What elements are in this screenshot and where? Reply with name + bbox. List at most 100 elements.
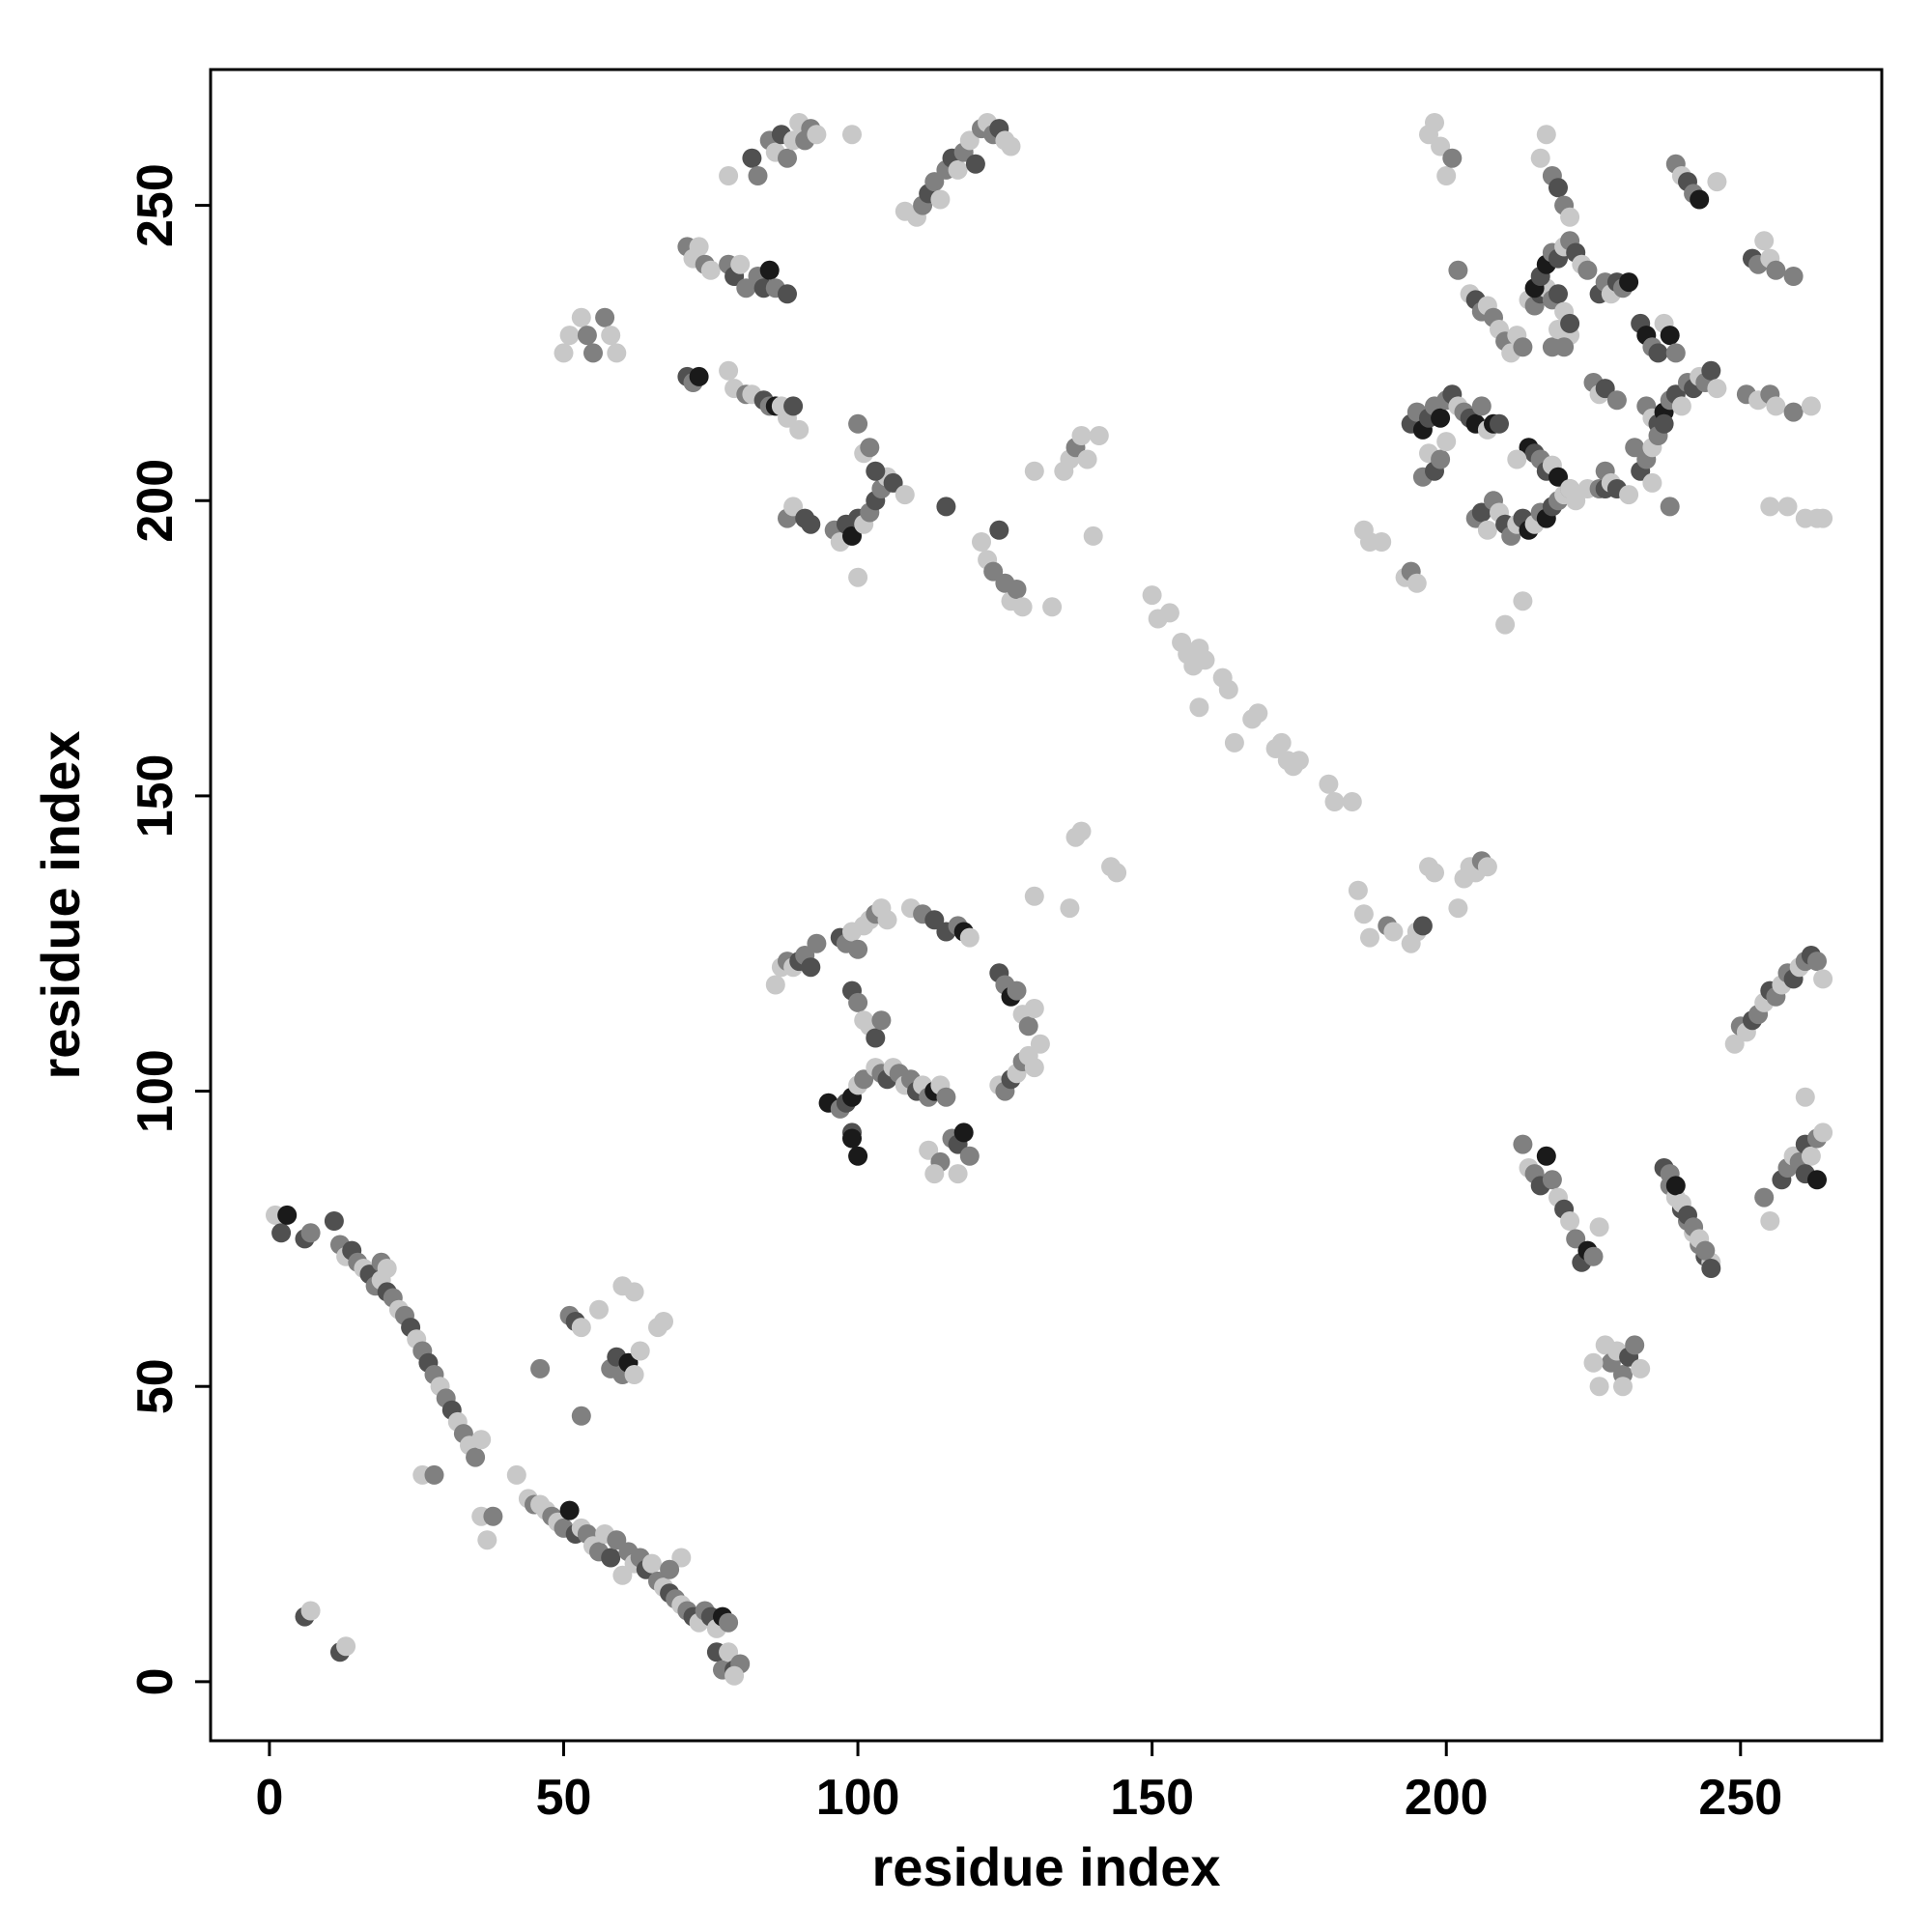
scatter-point (1536, 125, 1556, 145)
scatter-point (1071, 426, 1092, 445)
scatter-point (778, 148, 797, 168)
y-tick-label: 50 (128, 1358, 184, 1414)
scatter-point (842, 526, 862, 546)
y-tick-label: 150 (128, 754, 184, 838)
scatter-point (1001, 136, 1021, 156)
scatter-point (601, 326, 621, 346)
scatter-point (1690, 189, 1710, 210)
scatter-point (1448, 898, 1468, 919)
scatter-point (1766, 260, 1786, 280)
scatter-point (730, 254, 751, 274)
scatter-point (1024, 1058, 1044, 1078)
scatter-point (919, 1140, 939, 1160)
scatter-point (1560, 313, 1580, 333)
scatter-point (1777, 497, 1798, 517)
scatter-point (1490, 413, 1509, 434)
scatter-point (589, 1299, 609, 1320)
scatter-point (1431, 408, 1451, 428)
scatter-point (877, 910, 897, 930)
scatter-point (300, 1601, 321, 1621)
scatter-point (1724, 1034, 1745, 1054)
scatter-point (530, 1358, 551, 1378)
scatter-point (1566, 1229, 1586, 1249)
scatter-point (724, 1665, 745, 1686)
scatter-point (1654, 413, 1674, 434)
scatter-point (778, 284, 797, 304)
scatter-point (1425, 113, 1444, 132)
scatter-point (883, 472, 903, 493)
scatter-point (801, 514, 821, 534)
scatter-point (1342, 792, 1362, 811)
scatter-point (1589, 1377, 1609, 1397)
scatter-point (506, 1464, 526, 1485)
scatter-point (271, 1223, 292, 1243)
scatter-point (1442, 148, 1463, 168)
scatter-point (483, 1506, 503, 1526)
scatter-point (1701, 1259, 1721, 1278)
scatter-point (1513, 1134, 1533, 1154)
scatter-point (936, 497, 956, 517)
scatter-point (1083, 526, 1103, 546)
scatter-point (1813, 1122, 1833, 1143)
scatter-point (1513, 337, 1533, 357)
y-axis-title: residue index (30, 730, 91, 1079)
scatter-point (871, 1010, 892, 1031)
scatter-point (1495, 614, 1516, 635)
scatter-point (300, 1223, 321, 1243)
scatter-point (1595, 379, 1615, 399)
scatter-point (1619, 485, 1639, 505)
plot-frame (209, 68, 1884, 1743)
scatter-point (972, 532, 991, 552)
scatter-point (989, 520, 1009, 540)
scatter-point (689, 237, 709, 257)
scatter-point (807, 933, 827, 953)
scatter-point (1289, 751, 1309, 771)
scatter-point (1560, 1211, 1580, 1231)
scatter-point (1589, 1217, 1609, 1237)
scatter-point (1660, 497, 1680, 517)
x-tick-label: 0 (255, 1770, 283, 1826)
scatter-point (1606, 390, 1627, 411)
scatter-point (848, 567, 868, 587)
scatter-point (1218, 679, 1238, 699)
scatter-point (424, 1464, 444, 1485)
data-points (266, 113, 1833, 1686)
scatter-point (965, 154, 985, 174)
scatter-point (1560, 207, 1580, 227)
scatter-point (801, 957, 821, 978)
scatter-point (554, 343, 574, 363)
x-tick-label: 150 (1110, 1770, 1194, 1826)
scatter-point (277, 1205, 298, 1225)
scatter-point (1431, 449, 1451, 469)
x-tick-label: 250 (1698, 1770, 1782, 1826)
scatter-point (866, 1028, 886, 1048)
scatter-point (1436, 166, 1457, 185)
scatter-point (959, 927, 980, 948)
scatter-point (742, 148, 762, 168)
scatter-point (1783, 267, 1804, 286)
scatter-point (624, 1282, 644, 1302)
scatter-point (959, 130, 980, 151)
scatter-point (1089, 426, 1109, 445)
scatter-point (1060, 898, 1080, 919)
scatter-point (848, 939, 868, 959)
scatter-point (924, 172, 945, 192)
scatter-point (1536, 1146, 1556, 1166)
scatter-point (1271, 732, 1292, 753)
scatter-point (654, 1312, 673, 1331)
scatter-point (860, 438, 880, 458)
scatter-point (1077, 449, 1097, 469)
scatter-point (1530, 148, 1550, 168)
scatter-point (577, 326, 597, 346)
scatter-point (1583, 1352, 1604, 1373)
scatter-point (641, 1553, 662, 1574)
scatter-point (1436, 432, 1457, 452)
scatter-point (571, 1318, 591, 1338)
scatter-point (1660, 326, 1680, 346)
scatter-point (595, 307, 615, 327)
scatter-point (1353, 904, 1374, 924)
x-axis-title: residue index (871, 1836, 1220, 1897)
scatter-point (1195, 650, 1215, 670)
scatter-point (848, 413, 868, 434)
scatter-point (1801, 1146, 1821, 1166)
